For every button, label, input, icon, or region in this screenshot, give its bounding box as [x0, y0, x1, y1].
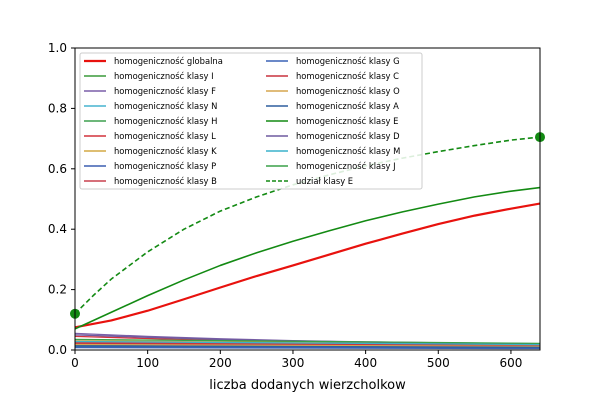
axis-ticks: 0 100 200 300 400 500 600 0.0 0.2 0.4 0.6 0.8 1.0 — [48, 41, 522, 370]
legend-label: homogeniczność klasy F — [114, 86, 216, 96]
legend-label: homogeniczność klasy H — [114, 116, 217, 126]
series-line-15 — [75, 340, 540, 346]
legend-label: homogeniczność klasy J — [296, 161, 396, 171]
y-tick-label: 0.8 — [48, 101, 67, 115]
legend-label: homogeniczność klasy O — [296, 86, 400, 96]
legend-label: homogeniczność klasy G — [296, 56, 400, 66]
series-line-10 — [75, 342, 540, 347]
legend-label: homogeniczność klasy N — [114, 101, 217, 111]
legend-label: homogeniczność klasy K — [114, 146, 217, 156]
legend-label: homogeniczność klasy L — [114, 131, 216, 141]
x-axis-label: liczba dodanych wierzcholkow — [209, 378, 406, 393]
legend-label: udział klasy E — [296, 176, 353, 186]
legend-label: homogeniczność klasy C — [296, 71, 399, 81]
series-line-9 — [75, 346, 540, 350]
legend-label: homogeniczność klasy A — [296, 101, 399, 111]
legend-box — [79, 52, 423, 190]
legend-label: homogeniczność klasy P — [114, 161, 216, 171]
series-group — [75, 136, 540, 350]
series-line-13 — [75, 186, 540, 330]
x-tick-label: 300 — [282, 356, 305, 370]
y-tick-label: 1.0 — [48, 41, 67, 55]
x-tick-label: 0 — [71, 356, 79, 370]
series-layer — [70, 132, 545, 350]
legend: homogeniczność globalna homogeniczność kl… — [79, 52, 423, 190]
x-tick-label: 100 — [136, 356, 159, 370]
y-tick-label: 0.0 — [48, 343, 67, 357]
legend-label: homogeniczność klasy I — [114, 71, 214, 81]
series-line-16 — [75, 338, 540, 345]
x-tick-label: 600 — [499, 356, 522, 370]
plot-area-frame — [74, 47, 541, 351]
y-tick-label: 0.4 — [48, 222, 67, 236]
legend-label: homogeniczność globalna — [114, 56, 223, 66]
series-line-11 — [75, 343, 540, 348]
legend-label: homogeniczność klasy D — [296, 131, 400, 141]
x-tick-label: 400 — [354, 356, 377, 370]
legend-label: homogeniczność klasy E — [296, 116, 398, 126]
x-tick-label: 200 — [209, 356, 232, 370]
series-line-0 — [75, 202, 540, 329]
y-tick-label: 0.6 — [48, 162, 67, 176]
series-line-12 — [75, 345, 540, 348]
y-tick-label: 0.2 — [48, 283, 67, 297]
x-tick-label: 500 — [427, 356, 450, 370]
legend-label: homogeniczność klasy B — [114, 176, 217, 186]
legend-label: homogeniczność klasy M — [296, 146, 400, 156]
